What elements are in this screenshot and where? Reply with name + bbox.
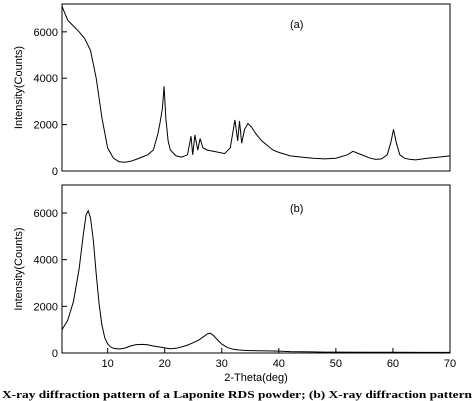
panel-b-x-tick-label: 70 xyxy=(444,358,456,370)
panel-a: 0 2000 4000 6000 (a) Intensity(Counts) xyxy=(13,3,451,178)
panel-b-series-line xyxy=(61,209,450,353)
panel-b-x-tick-label: 10 xyxy=(102,358,114,370)
figure-caption: X-ray diffraction pattern of a Laponite … xyxy=(2,389,472,401)
panel-a-series-line xyxy=(61,6,451,163)
panel-a-y-axis: 0 2000 4000 6000 xyxy=(34,27,67,178)
panel-b-y-tick-label: 0 xyxy=(52,348,58,360)
panel-a-y-tick-label: 0 xyxy=(52,166,58,178)
panel-a-y-tick-label: 2000 xyxy=(34,120,58,132)
panel-b-x-tick-label: 30 xyxy=(216,358,228,370)
panel-a-label: (a) xyxy=(290,19,303,31)
panel-b-label: (b) xyxy=(290,203,303,215)
panel-b-x-tick-label: 50 xyxy=(330,358,342,370)
panel-b-y-tick-label: 4000 xyxy=(34,255,58,267)
panel-b-x-tick-label: 40 xyxy=(273,358,285,370)
panel-b-y-axis: 0 2000 4000 6000 xyxy=(34,208,67,360)
panel-b-y-tick-label: 6000 xyxy=(34,208,58,220)
panel-b-frame xyxy=(61,184,451,354)
panel-b-x-tick-label: 60 xyxy=(387,358,399,370)
panel-b-y-axis-label: Intensity(Counts) xyxy=(13,227,25,310)
panel-b-x-axis-label: 2-Theta(deg) xyxy=(224,372,288,384)
panel-b-x-tick-label: 20 xyxy=(159,358,171,370)
panel-a-frame xyxy=(61,3,451,172)
panel-a-y-tick-label: 6000 xyxy=(34,27,58,39)
panel-a-y-axis-label: Intensity(Counts) xyxy=(13,46,25,129)
panel-b-x-axis: 10 20 30 40 50 60 70 xyxy=(102,348,456,370)
panel-b: 0 2000 4000 6000 10 20 30 40 50 60 70 (b) Intensi… xyxy=(13,184,456,384)
panel-a-y-tick-label: 4000 xyxy=(34,73,58,85)
panel-b-y-tick-label: 2000 xyxy=(34,301,58,313)
